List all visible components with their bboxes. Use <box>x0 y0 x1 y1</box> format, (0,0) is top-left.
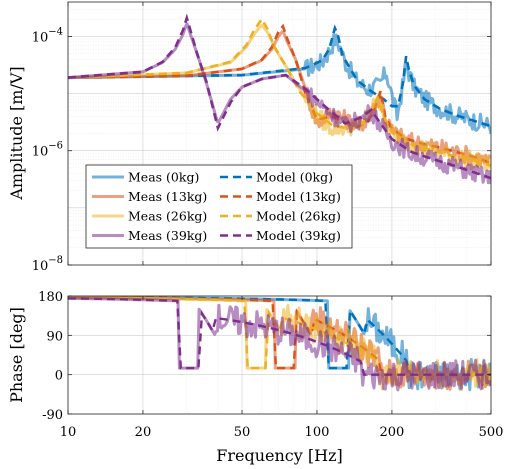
series-model-0kg <box>68 24 491 128</box>
legend-label: Model (0kg) <box>256 170 333 185</box>
x-tick-label: 200 <box>380 425 405 440</box>
phase-panel: -90 0 90 180 Phase [deg] <box>7 290 492 423</box>
legend-label: Model (39kg) <box>256 228 341 243</box>
legend-label: Model (13kg) <box>256 189 341 204</box>
y-tick-label: 90 <box>46 329 63 344</box>
legend-label: Model (26kg) <box>256 209 341 224</box>
legend-label: Meas (0kg) <box>128 170 199 185</box>
legend: Meas (0kg) Model (0kg) Meas (13kg) Model (1… <box>85 164 353 249</box>
phase-plot-area <box>68 296 491 414</box>
legend-box <box>85 164 353 249</box>
phase-series <box>68 296 491 392</box>
amplitude-frame <box>67 1 492 266</box>
y-tick-label: 10−8 <box>32 255 63 274</box>
y-tick-label: -90 <box>42 408 63 423</box>
y-tick-label: 10−4 <box>32 26 63 45</box>
y-tick-label: 180 <box>38 290 63 305</box>
x-tick-label: 20 <box>135 425 152 440</box>
phase-ticks: -90 0 90 180 <box>38 290 491 423</box>
legend-label: Meas (13kg) <box>128 189 207 204</box>
legend-label: Meas (39kg) <box>128 228 207 243</box>
legend-label: Meas (26kg) <box>128 209 207 224</box>
phase-y-axis-label: Phase [deg] <box>7 307 26 403</box>
x-tick-label: 500 <box>479 425 504 440</box>
series-model-39kg <box>68 13 491 180</box>
x-tick-label: 10 <box>60 425 77 440</box>
y-tick-label: 0 <box>55 369 63 384</box>
x-axis-label: Frequency [Hz] <box>216 446 343 465</box>
y-tick-label: 10−6 <box>32 141 63 160</box>
amplitude-series <box>68 13 491 185</box>
amplitude-y-axis-label: Amplitude [m/V] <box>7 66 26 200</box>
phase-frame <box>67 295 492 415</box>
x-tick-label: 100 <box>305 425 330 440</box>
x-axis-ticks: 10 20 50 100 200 500 <box>60 2 504 440</box>
x-tick-label: 50 <box>234 425 251 440</box>
amplitude-ticks: 10−8 10−6 10−4 <box>32 26 491 274</box>
phase-model-39kg <box>68 297 491 376</box>
